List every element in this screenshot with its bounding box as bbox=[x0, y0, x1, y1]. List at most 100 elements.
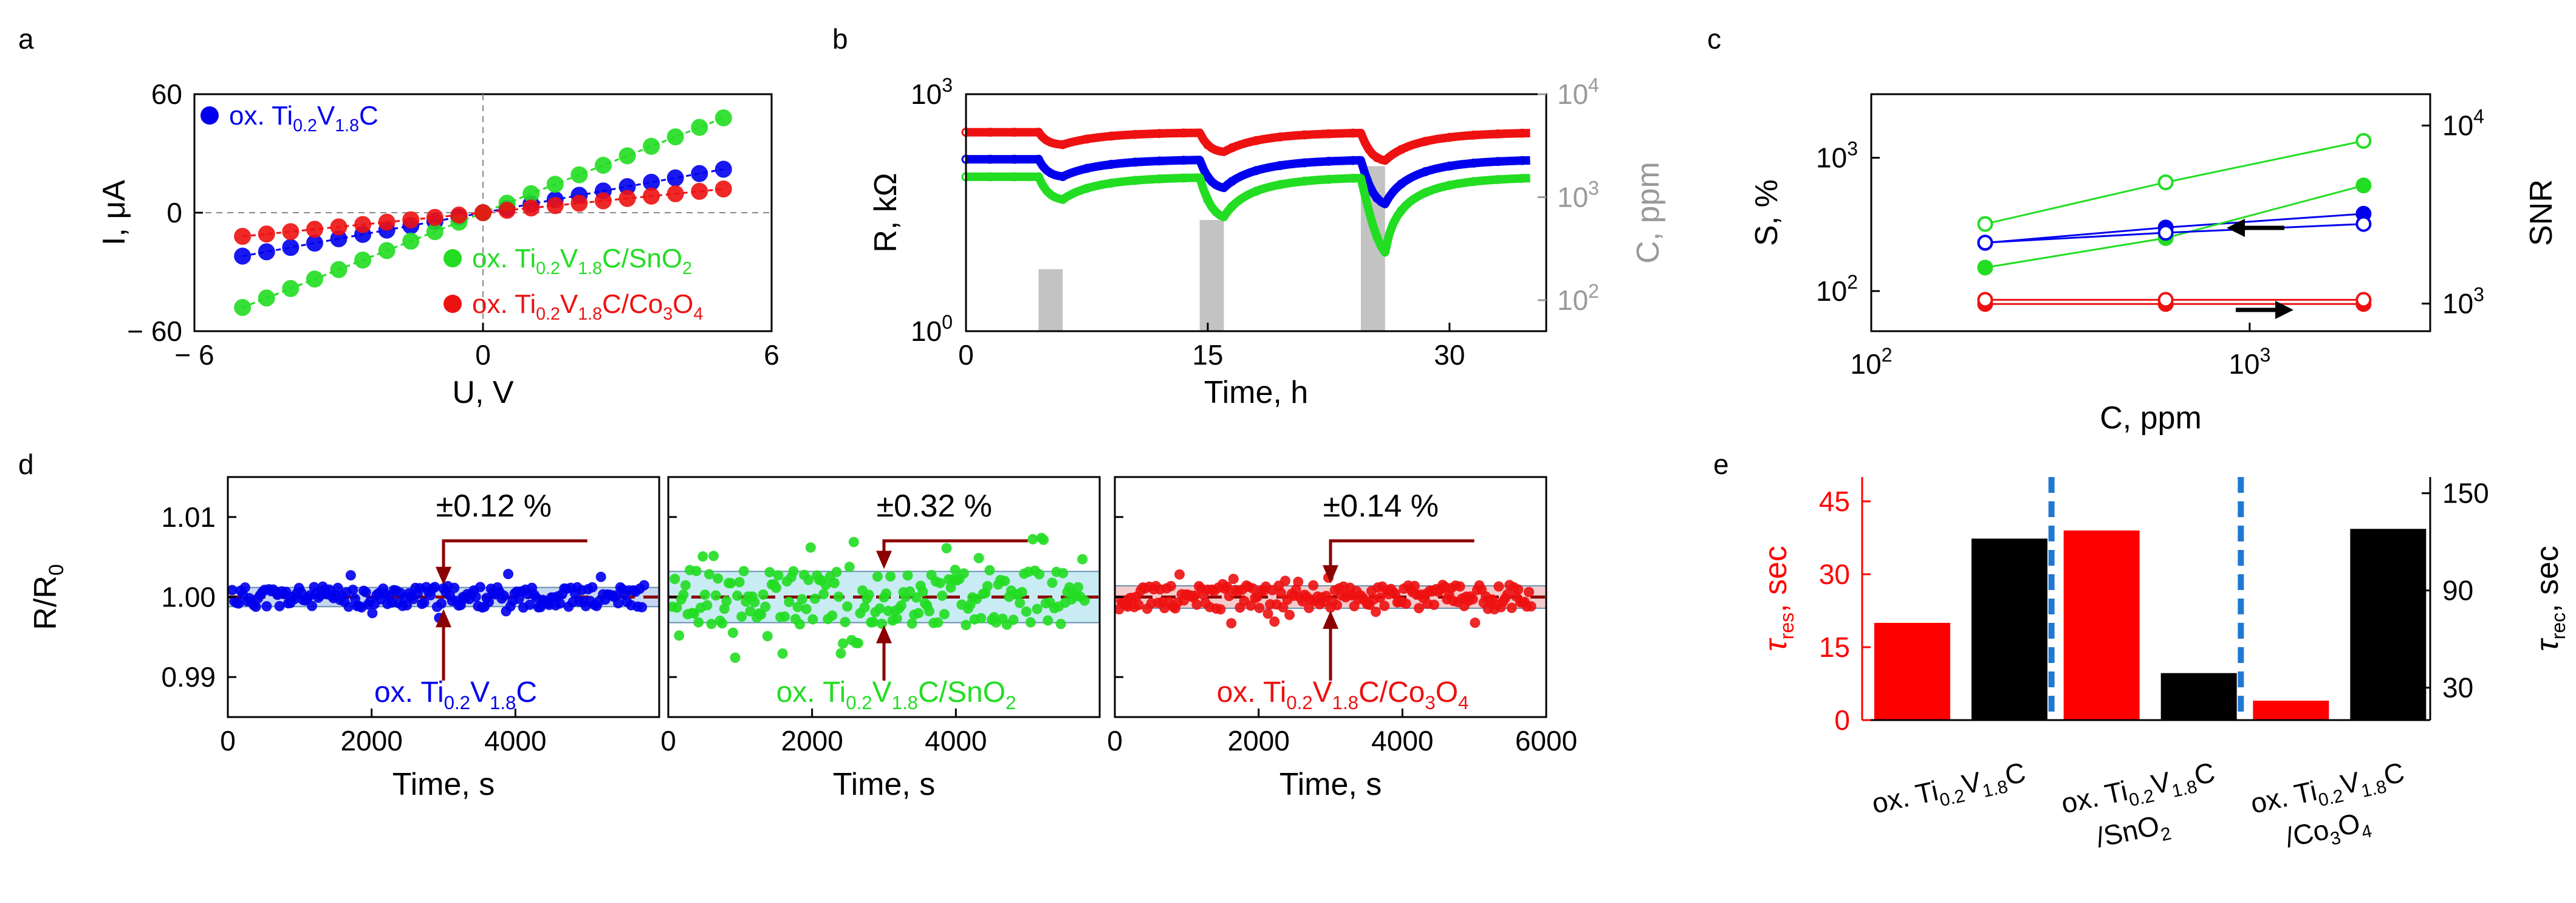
data-point bbox=[1047, 577, 1058, 588]
data-point bbox=[1058, 568, 1069, 579]
data-point bbox=[1293, 576, 1304, 587]
data-point bbox=[829, 577, 840, 588]
sample-label: ox. Ti0.2V1.8C/Co3O4 bbox=[1217, 676, 1469, 713]
response-point bbox=[1058, 194, 1067, 204]
data-point bbox=[1467, 594, 1478, 605]
data-point bbox=[1174, 569, 1185, 580]
data-point bbox=[868, 617, 879, 628]
data-point bbox=[1470, 617, 1481, 628]
response-point bbox=[1179, 173, 1188, 183]
data-point bbox=[613, 598, 624, 609]
response-point bbox=[1517, 174, 1527, 184]
data-point bbox=[848, 537, 859, 548]
legend-marker bbox=[444, 249, 462, 267]
data-point bbox=[402, 600, 413, 611]
x-tick-label: 2000 bbox=[340, 725, 402, 757]
data-point bbox=[1275, 588, 1286, 599]
y-tick-label: 0 bbox=[166, 197, 182, 228]
response-point bbox=[1203, 172, 1213, 182]
response-point bbox=[1275, 180, 1285, 190]
response-point bbox=[1348, 156, 1358, 165]
series-line bbox=[1985, 213, 2364, 244]
data-point bbox=[343, 601, 354, 612]
y2-tick-label: 104 bbox=[2442, 106, 2484, 142]
data-point bbox=[1015, 597, 1026, 608]
data-point bbox=[950, 565, 961, 575]
data-point bbox=[666, 169, 684, 187]
data-point bbox=[691, 118, 708, 136]
response-point bbox=[1324, 156, 1334, 166]
data-point bbox=[282, 239, 300, 256]
data-point bbox=[233, 598, 244, 609]
data-point bbox=[1079, 595, 1090, 606]
data-point bbox=[637, 602, 648, 613]
annotation-arrow-down bbox=[876, 551, 892, 569]
response-point bbox=[1131, 129, 1140, 139]
response-point bbox=[1348, 173, 1358, 183]
data-point bbox=[1308, 580, 1319, 591]
y-tick-label: 0.99 bbox=[161, 661, 216, 693]
x-axis-label: Time, s bbox=[1279, 767, 1382, 802]
annotation-bracket bbox=[1329, 539, 1475, 575]
y2-tick-label: 30 bbox=[2442, 672, 2473, 704]
response-point bbox=[1300, 158, 1309, 168]
tau-res-bar bbox=[2253, 701, 2329, 720]
data-point bbox=[450, 206, 468, 224]
data-point bbox=[261, 601, 272, 612]
data-point bbox=[282, 280, 300, 297]
data-point bbox=[924, 606, 935, 617]
category-label: ox. Ti0.2V1.8C bbox=[2248, 756, 2408, 825]
response-point bbox=[1493, 129, 1502, 139]
data-point bbox=[330, 218, 348, 236]
data-point bbox=[503, 569, 513, 580]
response-point bbox=[1445, 161, 1454, 171]
data-point bbox=[732, 590, 743, 601]
data-point bbox=[842, 601, 853, 612]
panel-letter-c: c bbox=[1707, 23, 1721, 55]
data-point bbox=[917, 586, 928, 597]
response-point bbox=[1275, 132, 1285, 142]
data-point bbox=[1224, 591, 1235, 602]
data-point bbox=[736, 611, 747, 622]
data-point bbox=[570, 194, 588, 212]
response-point bbox=[1082, 163, 1092, 173]
response-point bbox=[1396, 145, 1406, 154]
data-point bbox=[728, 627, 738, 638]
data-point bbox=[874, 603, 885, 614]
data-point bbox=[714, 160, 732, 178]
x-tick-label: 6000 bbox=[1515, 725, 1577, 757]
data-point bbox=[348, 585, 358, 596]
response-point bbox=[1469, 130, 1479, 140]
subpanel-3: ±0.14 % ox. Ti0.2V1.8C/Co3O4 0 2000 4000 6000… bbox=[1107, 476, 1577, 802]
response-point bbox=[1324, 129, 1334, 139]
response-point bbox=[1058, 172, 1067, 182]
response-point bbox=[1275, 160, 1285, 170]
data-point bbox=[522, 185, 540, 202]
data-point bbox=[426, 208, 444, 226]
y-tick-label: 1.01 bbox=[161, 501, 216, 533]
response-point bbox=[1348, 128, 1358, 138]
data-point bbox=[934, 577, 945, 588]
x-tick-label: 103 bbox=[2228, 344, 2270, 380]
response-point bbox=[1396, 179, 1406, 189]
data-point bbox=[498, 590, 509, 601]
data-point bbox=[426, 223, 444, 241]
data-point bbox=[749, 597, 760, 608]
data-point bbox=[710, 590, 721, 601]
data-point bbox=[833, 591, 844, 602]
response-point bbox=[1227, 143, 1237, 153]
response-point bbox=[1252, 187, 1261, 196]
data-point bbox=[345, 570, 356, 581]
y2-axis-label: SNR bbox=[2524, 179, 2559, 246]
data-point bbox=[666, 128, 684, 146]
y2-tick-label: 90 bbox=[2442, 575, 2473, 606]
open-marker bbox=[2355, 132, 2372, 149]
data-point bbox=[666, 185, 684, 202]
data-point bbox=[721, 596, 732, 606]
y2-tick-label: 150 bbox=[2442, 478, 2489, 509]
y2-tick-label: 102 bbox=[1557, 280, 1599, 316]
y-tick-label: 100 bbox=[911, 311, 953, 347]
data-point bbox=[1254, 602, 1265, 613]
data-point bbox=[674, 630, 685, 641]
